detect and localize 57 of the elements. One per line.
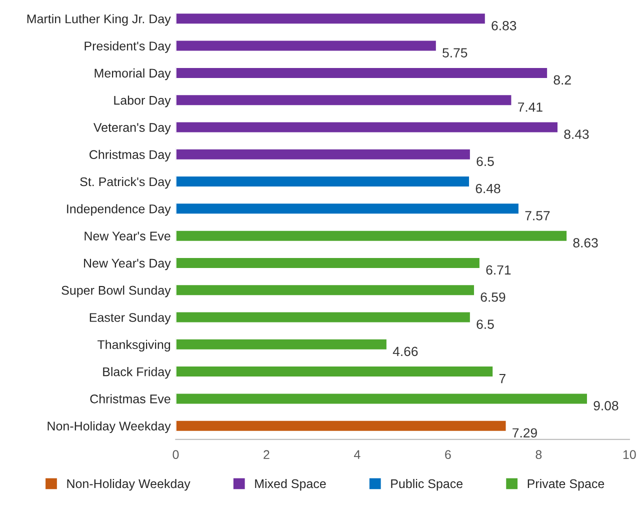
data-label: 6.59: [480, 292, 506, 302]
data-label: 7.41: [518, 102, 542, 112]
data-label: 7.57: [525, 211, 550, 220]
data-label: 8.2: [554, 75, 571, 85]
legend-label: Mixed Space: [255, 478, 326, 491]
y-tick-label: New Year's Day: [84, 258, 171, 270]
data-label: 6.5: [476, 156, 494, 166]
y-tick-label: President's Day: [84, 41, 171, 53]
legend-label: Private Space: [528, 478, 604, 491]
bar: [176, 94, 513, 106]
bar: [176, 120, 559, 134]
y-tick-label: New Year's Eve: [84, 232, 170, 240]
x-tick-label: 0: [172, 450, 179, 460]
y-tick-label: Christmas Eve: [90, 394, 170, 404]
data-label: 8.63: [573, 238, 598, 248]
data-label: 6.83: [492, 20, 516, 30]
y-tick-label: Easter Sunday: [90, 312, 171, 324]
bar: [176, 66, 548, 80]
bar: [176, 229, 568, 242]
bar: [176, 148, 472, 161]
y-tick-label: Christmas Day: [90, 150, 171, 162]
y-tick-label: Independence Day: [67, 204, 171, 216]
bar: [176, 419, 508, 432]
data-label: 6.5: [476, 320, 494, 329]
bar: [176, 392, 588, 406]
data-label: 7.29: [512, 428, 537, 438]
x-tick-label: 8: [536, 450, 542, 460]
y-tick-label: Thanksgiving: [98, 340, 170, 352]
data-label: 6.48: [476, 184, 500, 194]
legend-label: Public Space: [391, 478, 463, 491]
bar: [176, 202, 520, 216]
y-tick-label: Martin Luther King Jr. Day: [27, 14, 171, 26]
data-label: 9.08: [594, 401, 618, 410]
y-tick-label: Black Friday: [103, 367, 171, 379]
bar: [176, 256, 481, 270]
data-label: 4.66: [392, 346, 418, 356]
data-label: 6.71: [486, 265, 511, 275]
bar: [176, 365, 494, 378]
bar: [176, 175, 470, 188]
data-label: 5.75: [442, 48, 468, 58]
y-tick-label: Super Bowl Sunday: [62, 286, 171, 298]
data-label: 8.43: [564, 130, 589, 139]
x-tick-label: 2: [264, 450, 270, 459]
y-tick-label: Non-Holiday Weekday: [48, 421, 171, 433]
bar: [176, 12, 486, 26]
bar: [176, 338, 388, 351]
x-tick-label: 10: [623, 450, 636, 460]
bar: [176, 310, 472, 324]
y-tick-label: Memorial Day: [94, 68, 171, 80]
y-tick-label: Labor Day: [114, 96, 171, 108]
bar: [176, 39, 438, 52]
y-tick-label: St. Patrick's Day: [80, 177, 171, 189]
y-tick-label: Veteran's Day: [93, 123, 171, 134]
bar: [176, 284, 476, 297]
x-tick-label: 6: [445, 450, 451, 460]
data-label: 7: [499, 374, 506, 384]
x-tick-label: 4: [354, 450, 360, 459]
